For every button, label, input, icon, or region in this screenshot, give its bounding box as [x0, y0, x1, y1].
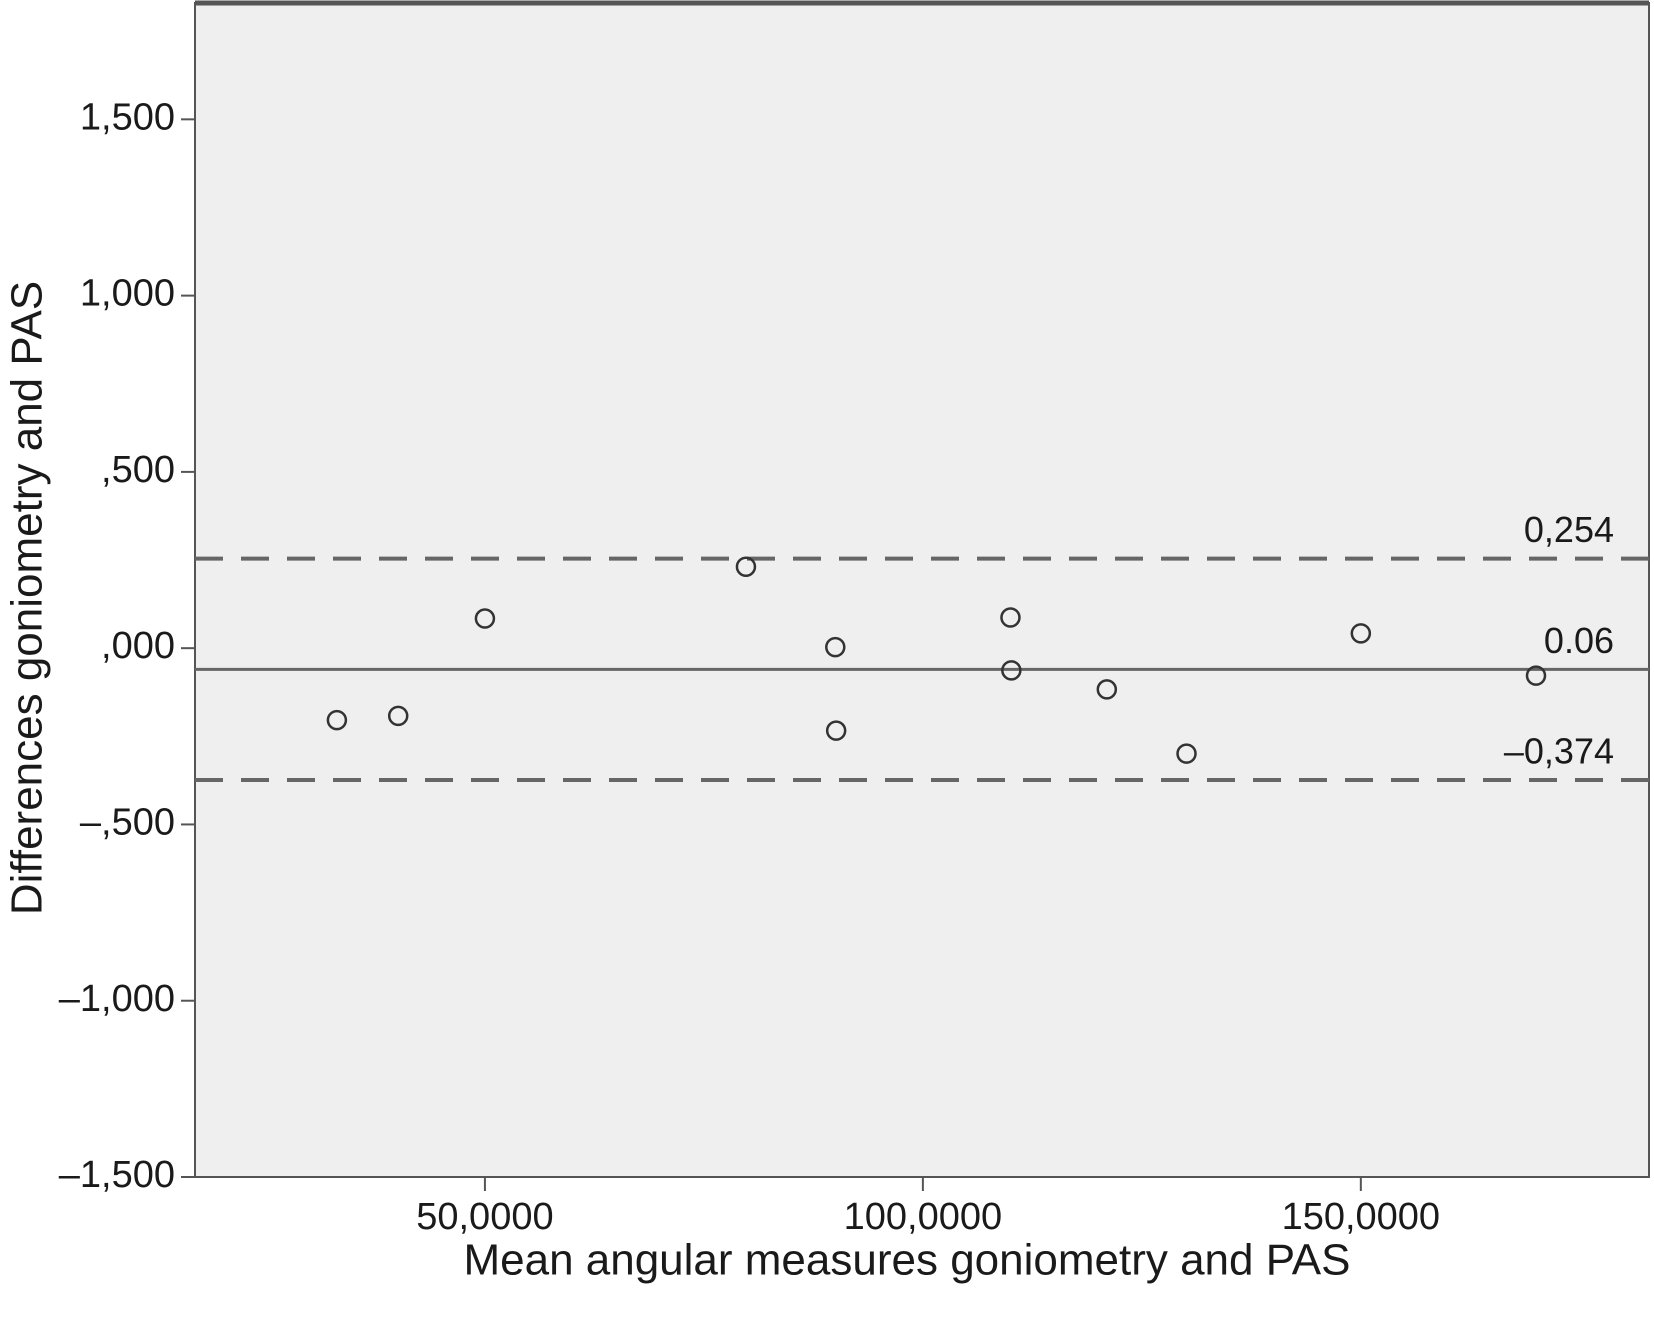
data-point [825, 720, 847, 741]
data-point [387, 705, 409, 727]
y-tick-label: 1,500 [80, 96, 175, 138]
data-point [1000, 607, 1021, 628]
y-tick-label: ,500 [101, 449, 175, 491]
data-point [1350, 623, 1372, 644]
plot-area [194, 2, 1650, 1178]
y-axis-title: Differences goniometry and PAS [3, 281, 52, 915]
y-tick-label: –1,000 [59, 978, 175, 1020]
y-tick-label: –,500 [80, 801, 175, 843]
reference-label: 0,254 [1524, 509, 1614, 550]
data-point [825, 636, 846, 658]
data-point [326, 709, 348, 731]
x-tick-label: 150,0000 [1282, 1196, 1441, 1238]
data-point [474, 608, 496, 629]
data-point [1525, 665, 1547, 686]
data-point [1176, 743, 1197, 764]
x-axis-title: Mean angular measures goniometry and PAS [463, 1236, 1350, 1285]
y-tick-label: 1,000 [80, 273, 175, 315]
data-point [1001, 660, 1022, 681]
reference-label: 0.06 [1544, 620, 1614, 661]
data-point [1096, 679, 1118, 700]
y-tick-label: ,000 [101, 625, 175, 667]
x-tick-label: 100,0000 [844, 1196, 1003, 1238]
data-point [735, 556, 757, 577]
reference-label: –0,374 [1504, 731, 1614, 772]
y-tick-label: –1,500 [59, 1154, 175, 1196]
x-tick-label: 50,0000 [416, 1196, 553, 1238]
